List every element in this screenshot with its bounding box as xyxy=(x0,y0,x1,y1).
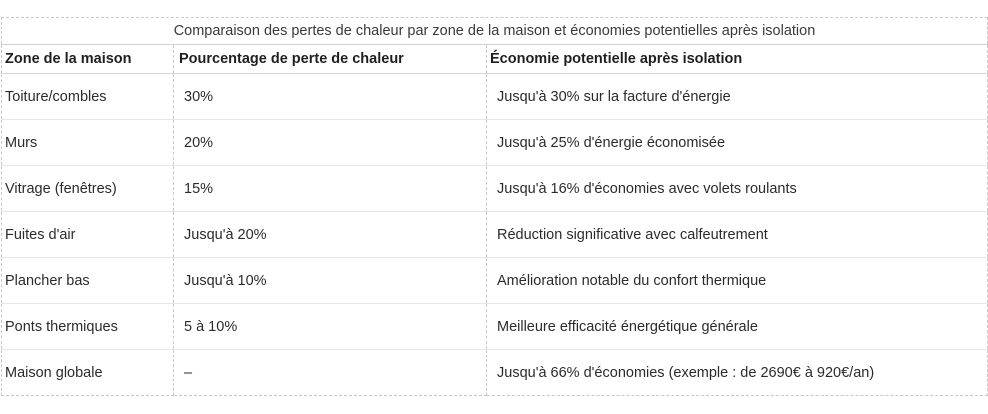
cell-heat-loss: 20% xyxy=(173,119,487,166)
cell-heat-loss: – xyxy=(173,349,487,396)
column-header-zone: Zone de la maison xyxy=(1,44,174,74)
table-row: Murs 20% Jusqu'à 25% d'énergie économisé… xyxy=(1,119,988,166)
cell-zone: Plancher bas xyxy=(1,257,174,304)
cell-zone: Maison globale xyxy=(1,349,174,396)
cell-savings: Réduction significative avec calfeutreme… xyxy=(486,211,988,258)
cell-heat-loss: Jusqu'à 10% xyxy=(173,257,487,304)
table-caption: Comparaison des pertes de chaleur par zo… xyxy=(1,17,988,44)
cell-zone: Vitrage (fenêtres) xyxy=(1,165,174,212)
cell-savings: Meilleure efficacité énergétique général… xyxy=(486,303,988,350)
header-row: Zone de la maison Pourcentage de perte d… xyxy=(1,44,988,74)
cell-zone: Fuites d'air xyxy=(1,211,174,258)
table-container: Comparaison des pertes de chaleur par zo… xyxy=(1,17,988,396)
column-header-heat-loss: Pourcentage de perte de chaleur xyxy=(173,44,487,74)
table-row: Vitrage (fenêtres) 15% Jusqu'à 16% d'éco… xyxy=(1,165,988,212)
cell-savings: Jusqu'à 66% d'économies (exemple : de 26… xyxy=(486,349,988,396)
table-row: Maison globale – Jusqu'à 66% d'économies… xyxy=(1,349,988,396)
cell-savings: Jusqu'à 25% d'énergie économisée xyxy=(486,119,988,166)
cell-savings: Jusqu'à 16% d'économies avec volets roul… xyxy=(486,165,988,212)
table-row: Plancher bas Jusqu'à 10% Amélioration no… xyxy=(1,257,988,304)
heat-loss-table: Comparaison des pertes de chaleur par zo… xyxy=(1,17,988,396)
cell-savings: Amélioration notable du confort thermiqu… xyxy=(486,257,988,304)
cell-heat-loss: 15% xyxy=(173,165,487,212)
cell-heat-loss: 5 à 10% xyxy=(173,303,487,350)
column-header-savings: Économie potentielle après isolation xyxy=(486,44,988,74)
cell-heat-loss: 30% xyxy=(173,73,487,120)
cell-heat-loss: Jusqu'à 20% xyxy=(173,211,487,258)
cell-zone: Ponts thermiques xyxy=(1,303,174,350)
table-row: Toiture/combles 30% Jusqu'à 30% sur la f… xyxy=(1,73,988,120)
cell-savings: Jusqu'à 30% sur la facture d'énergie xyxy=(486,73,988,120)
table-row: Ponts thermiques 5 à 10% Meilleure effic… xyxy=(1,303,988,350)
table-row: Fuites d'air Jusqu'à 20% Réduction signi… xyxy=(1,211,988,258)
cell-zone: Murs xyxy=(1,119,174,166)
cell-zone: Toiture/combles xyxy=(1,73,174,120)
